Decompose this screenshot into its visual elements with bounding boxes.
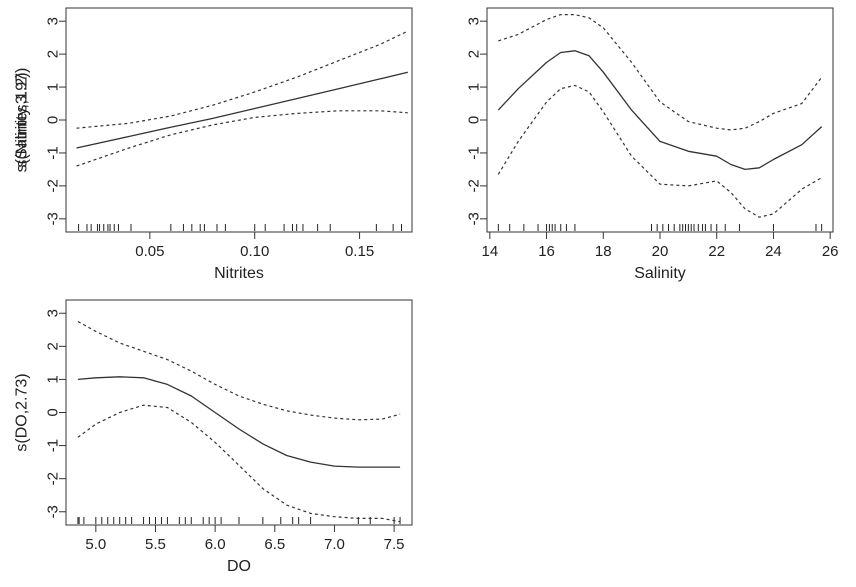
nitrites-x-tick-label: 0.15 (345, 243, 374, 260)
panel-nitrites: -3 -2 -1 0 1 2 3 0.05 0.10 0.15 Nitrites s(Nitrites… (14, 7, 413, 282)
do-y-tick-label: -3 (45, 505, 62, 518)
do-x-tick-label: 5.0 (85, 536, 106, 553)
salinity-upper-band-line (498, 14, 823, 131)
do-fit-line (77, 376, 401, 468)
salinity-lower-band-line (497, 84, 823, 218)
salinity-fit-line (497, 50, 823, 171)
nitrites-y-tick-label: -1 (45, 146, 62, 159)
salinity-y-tick-label: -1 (466, 146, 483, 159)
salinity-y-tick-label: -2 (466, 179, 483, 192)
do-y-tick-label: -1 (45, 439, 62, 452)
nitrites-y-tick-label: 3 (45, 17, 62, 25)
nitrites-lower-band-line (76, 110, 408, 167)
nitrites-y-tick-label: -3 (45, 212, 62, 225)
nitrites-x-axis-title: Nitrites (214, 265, 264, 282)
nitrites-y-tick-label: -2 (45, 179, 62, 192)
nitrites-x-tick-label: 0.05 (135, 243, 164, 260)
do-x-tick-label: 7.0 (324, 536, 345, 553)
do-x-tick-label: 6.5 (264, 536, 285, 553)
nitrites-y-axis-title: s(Nitrites,1.2) (14, 72, 31, 167)
do-y-tick-label: 2 (45, 342, 62, 350)
salinity-x-tick-label: 26 (822, 243, 839, 260)
salinity-x-tick-label: 14 (481, 243, 498, 260)
nitrites-fit-line (76, 71, 408, 149)
salinity-plot-frame (486, 7, 834, 233)
salinity-x-tick-label: 18 (595, 243, 612, 260)
panel-do: -3 -2 -1 0 1 2 3 5.0 5.5 6.0 6.5 7.0 7.5 DO s(DO,2.73) (14, 299, 413, 575)
salinity-x-tick-label: 22 (708, 243, 725, 260)
do-y-tick-label: 0 (45, 408, 62, 416)
nitrites-upper-band-line (76, 30, 409, 129)
nitrites-y-tick-label: 1 (45, 83, 62, 91)
nitrites-y-tick-label: 0 (45, 116, 62, 124)
do-y-axis-title: s(DO,2.73) (14, 373, 31, 451)
salinity-y-tick-label: -3 (466, 212, 483, 225)
do-x-tick-label: 5.5 (145, 536, 166, 553)
do-lower-band-line (77, 404, 401, 523)
salinity-x-tick-label: 24 (765, 243, 782, 260)
salinity-y-tick-label: 1 (466, 83, 483, 91)
do-plot-frame (65, 299, 413, 526)
salinity-x-tick-label: 16 (538, 243, 555, 260)
do-y-tick-label: 3 (45, 309, 62, 317)
salinity-x-tick-label: 20 (652, 243, 669, 260)
salinity-y-tick-label: 2 (466, 50, 483, 58)
salinity-y-axis-title: s(Salinity,3.97) (14, 68, 31, 173)
do-x-axis-title: DO (227, 558, 251, 575)
salinity-x-axis-title: Salinity (634, 265, 686, 282)
do-x-tick-label: 6.0 (205, 536, 226, 553)
do-x-tick-label: 7.5 (384, 536, 405, 553)
do-y-tick-label: 1 (45, 375, 62, 383)
nitrites-y-tick-label: 2 (45, 50, 62, 58)
salinity-y-tick-label: 3 (466, 17, 483, 25)
nitrites-x-tick-label: 0.10 (240, 243, 269, 260)
do-y-tick-label: -2 (45, 472, 62, 485)
do-upper-band-line (77, 320, 401, 421)
salinity-y-tick-label: 0 (466, 116, 483, 124)
